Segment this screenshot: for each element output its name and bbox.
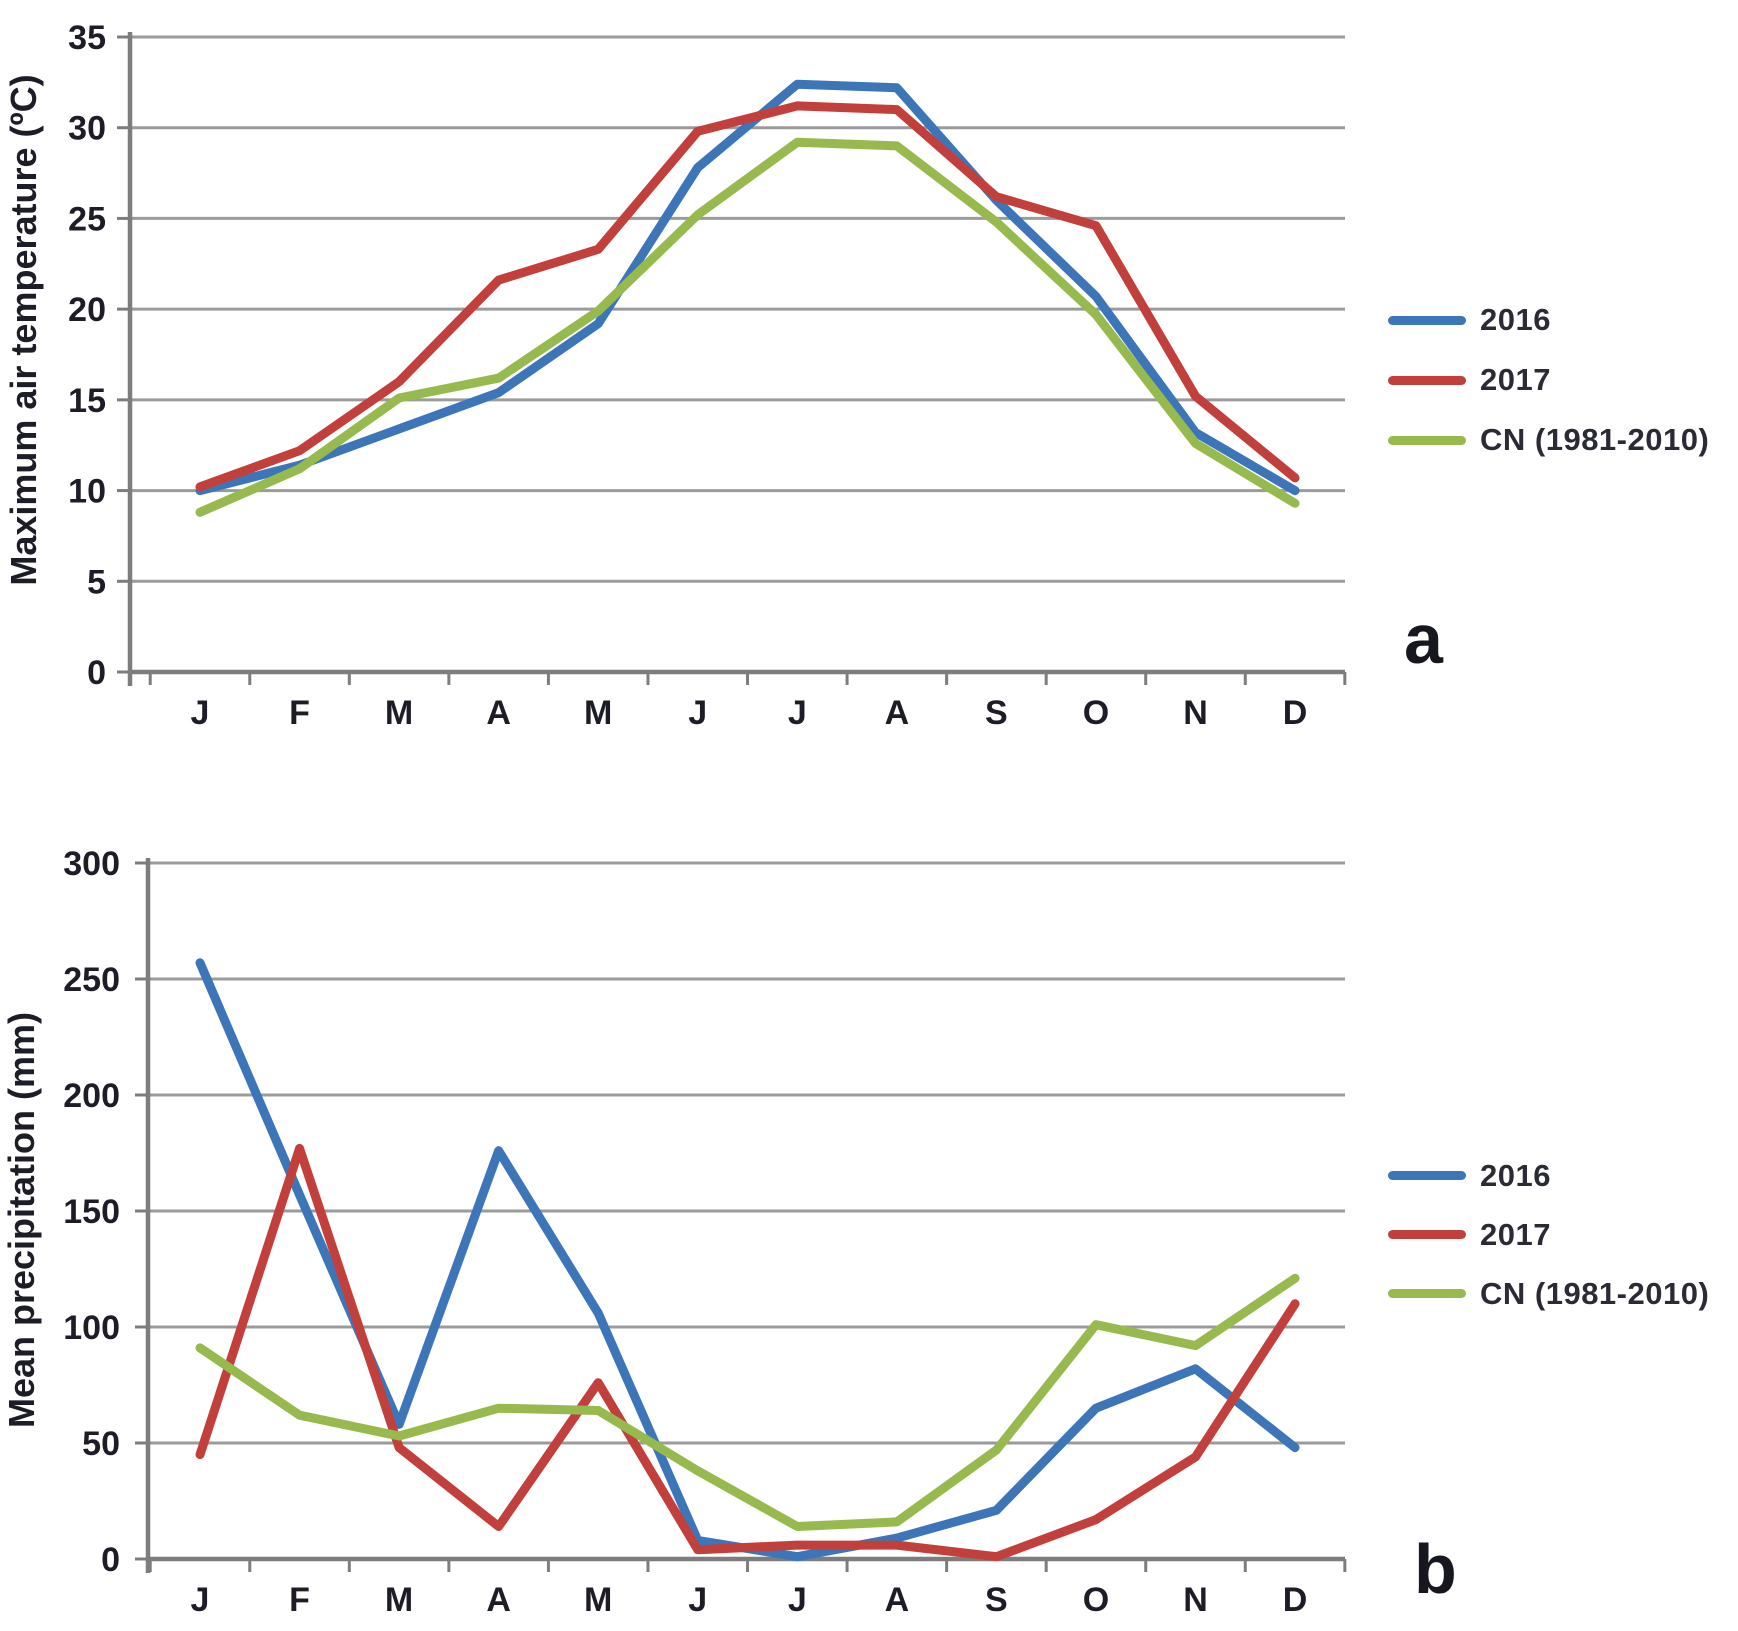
x-tick-label: J — [688, 1581, 707, 1619]
legend-label-2017: 2017 — [1480, 1216, 1551, 1252]
legend-item-2017: 2017 — [1388, 350, 1709, 410]
x-tick-label: J — [191, 694, 210, 732]
x-tick-label: A — [486, 1581, 511, 1619]
y-tick-label: 150 — [63, 1193, 120, 1231]
plot-area: 0 50 100 150 200 250 300 J F M A M J J A S O N D Mean preci… — [1, 845, 1347, 1619]
panel-b-label: b — [1414, 1530, 1457, 1608]
x-tick-label: J — [688, 694, 707, 732]
y-tick-label: 0 — [101, 1541, 120, 1579]
x-tick-label: J — [788, 1581, 807, 1619]
y-tick-label: 5 — [87, 563, 106, 601]
y-tick-label: 20 — [68, 291, 106, 329]
legend-temperature: 2016 2017 CN (1981-2010) — [1388, 290, 1709, 470]
legend-label-cn: CN (1981-2010) — [1480, 1275, 1710, 1311]
y-tick-label: 0 — [87, 654, 106, 692]
y-tick-label: 30 — [68, 110, 106, 148]
x-tick-label: M — [584, 694, 612, 732]
legend-item-2016: 2016 — [1388, 290, 1709, 350]
series-line-2016 — [195, 79, 1300, 496]
temperature-chart: 0 5 10 15 20 25 30 35 J F M A M J J A S O N D Maximum air te… — [0, 0, 1738, 740]
series-line-2017 — [195, 1143, 1300, 1562]
legend-precipitation: 2016 2017 CN (1981-2010) — [1388, 1146, 1709, 1323]
legend-swatch-2017 — [1388, 1230, 1466, 1239]
y-tick-label: 100 — [63, 1309, 120, 1347]
y-tick-label: 35 — [68, 19, 106, 57]
panel-a-label: a — [1404, 600, 1443, 678]
x-tick-label: N — [1183, 1581, 1208, 1619]
series-line-cn-1981-2010- — [195, 1273, 1300, 1531]
legend-label-2016: 2016 — [1480, 1157, 1551, 1193]
legend-swatch-cn — [1388, 1289, 1466, 1298]
legend-swatch-cn — [1388, 435, 1466, 445]
legend-label-cn: CN (1981-2010) — [1480, 422, 1710, 457]
legend-swatch-2017 — [1388, 375, 1466, 385]
legend-swatch-2016 — [1388, 1171, 1466, 1180]
x-tick-label: N — [1183, 694, 1208, 732]
x-tick-label: D — [1283, 694, 1308, 732]
y-tick-label: 25 — [68, 200, 106, 238]
x-tick-label: O — [1083, 694, 1109, 732]
x-tick-label: M — [385, 1581, 413, 1619]
x-tick-label: M — [584, 1581, 612, 1619]
x-tick-label: O — [1083, 1581, 1109, 1619]
y-axis-title: Mean precipitation (mm) — [1, 1012, 42, 1428]
x-tick-label: F — [289, 694, 310, 732]
series-line-cn-1981-2010- — [195, 137, 1300, 517]
legend-label-2017: 2017 — [1480, 362, 1551, 397]
x-tick-label: S — [985, 1581, 1008, 1619]
legend-item-2016: 2016 — [1388, 1146, 1709, 1205]
legend-swatch-2016 — [1388, 315, 1466, 325]
legend-item-cn: CN (1981-2010) — [1388, 410, 1709, 470]
legend-item-cn: CN (1981-2010) — [1388, 1264, 1709, 1323]
y-tick-label: 200 — [63, 1077, 120, 1115]
y-tick-label: 300 — [63, 845, 120, 883]
x-tick-label: A — [885, 694, 910, 732]
y-axis-title: Maximum air temperature (ºC) — [3, 74, 44, 585]
y-tick-label: 50 — [82, 1425, 120, 1463]
x-tick-label: J — [788, 694, 807, 732]
y-tick-label: 10 — [68, 473, 106, 511]
x-tick-label: M — [385, 694, 413, 732]
precipitation-chart: 0 50 100 150 200 250 300 J F M A M J J A S O N D Mean preci… — [0, 740, 1738, 1631]
plot-area: 0 5 10 15 20 25 30 35 J F M A M J J A S O N D Maximum air te… — [3, 19, 1347, 732]
y-tick-label: 15 — [68, 382, 106, 420]
x-tick-label: A — [885, 1581, 910, 1619]
legend-item-2017: 2017 — [1388, 1205, 1709, 1264]
x-tick-label: A — [486, 694, 511, 732]
x-tick-label: J — [191, 1581, 210, 1619]
legend-label-2016: 2016 — [1480, 302, 1551, 337]
series-line-2017 — [195, 101, 1300, 492]
x-tick-label: F — [289, 1581, 310, 1619]
x-tick-label: D — [1283, 1581, 1308, 1619]
x-tick-label: S — [985, 694, 1008, 732]
series-line-2016 — [195, 958, 1300, 1562]
y-tick-label: 250 — [63, 961, 120, 999]
